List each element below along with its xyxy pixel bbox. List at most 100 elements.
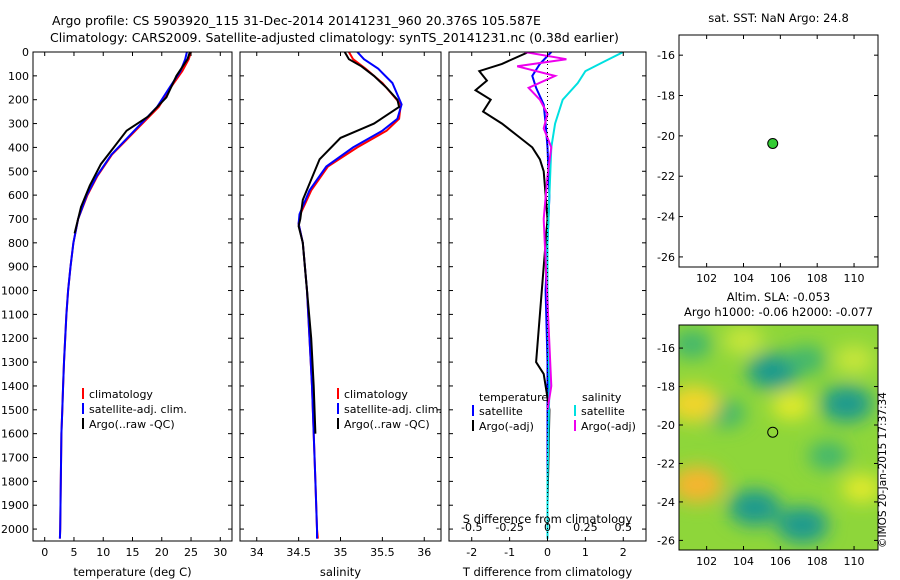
x-tick-label: 2 <box>620 546 627 559</box>
series-line-climatology <box>58 52 192 539</box>
sla-anomaly-blob <box>820 385 873 423</box>
x-tick-label-salinity: 0.25 <box>573 521 598 534</box>
y-tick-label: 400 <box>8 141 29 154</box>
panel-temperature-profile: 0 5 10 15 20 25 300100200300400500600700800900… <box>1 46 233 579</box>
x-tick-label: 106 <box>770 272 791 285</box>
map-title: Altim. SLA: -0.053 <box>727 290 831 304</box>
y-tick-label: 800 <box>8 237 29 250</box>
x-axis-label: T difference from climatology <box>462 565 633 579</box>
sla-anomaly-blob <box>808 441 849 470</box>
panel-difference-from-climatology: -2 -1 0 1 2 T difference from climatology -0.5… <box>448 51 647 579</box>
y-tick-label: 1000 <box>1 285 29 298</box>
x-tick-label-salinity: 0 <box>544 521 551 534</box>
x-tick-label: 15 <box>126 546 140 559</box>
y-tick-label: 2000 <box>1 523 29 536</box>
x-tick-label: 34 <box>250 546 264 559</box>
y-tick-label: 1900 <box>1 499 29 512</box>
panel-salinity-profile: 34 34.5 35 35.5 36 salinity climatology satelli… <box>239 51 442 579</box>
y-tick-label: -26 <box>657 251 675 264</box>
y-tick-label: -16 <box>657 342 675 355</box>
y-tick-label: 600 <box>8 189 29 202</box>
y-tick-label: 1100 <box>1 308 29 321</box>
x-tick-label: 5 <box>70 546 77 559</box>
argo-position-marker <box>767 137 779 149</box>
x-tick-label: 108 <box>807 555 828 568</box>
y-tick-label: 300 <box>8 118 29 131</box>
legend-header-salinity: salinity <box>582 391 622 404</box>
x-tick-label: 0 <box>41 546 48 559</box>
map-frame <box>678 324 879 551</box>
x-tick-label: 35.5 <box>370 546 395 559</box>
y-tick-label: -24 <box>657 211 675 224</box>
x-tick-label: 104 <box>733 555 754 568</box>
legend-label: satellite <box>479 405 523 418</box>
y-tick-label: 1600 <box>1 428 29 441</box>
map-title: sat. SST: NaN Argo: 24.8 <box>708 11 849 25</box>
x-axis-label-salinity: S difference from climatology <box>463 512 633 526</box>
series-line-satellite-adj-clim- <box>297 52 403 539</box>
legend-label: satellite-adj. clim. <box>344 403 442 416</box>
y-tick-label: -24 <box>657 496 675 509</box>
x-tick-label: 110 <box>844 272 865 285</box>
y-tick-label: 1400 <box>1 380 29 393</box>
figure-title-line1: Argo profile: CS 5903920_115 31-Dec-2014… <box>52 13 541 28</box>
series-line-argo-adj- <box>473 52 551 506</box>
x-tick-label-salinity: 0.5 <box>615 521 633 534</box>
y-tick-label: -20 <box>657 419 675 432</box>
y-tick-label: 700 <box>8 213 29 226</box>
sla-anomaly-blob <box>679 385 720 423</box>
series-line-satellite-adj-clim- <box>58 52 188 539</box>
y-tick-label: -22 <box>657 457 675 470</box>
legend-header-temperature: temperature <box>479 391 548 404</box>
series-line-argo-adj- <box>516 52 567 410</box>
y-tick-label: 900 <box>8 261 29 274</box>
x-tick-label: 35 <box>334 546 348 559</box>
sla-field <box>679 325 878 550</box>
sla-anomaly-blob <box>723 326 764 355</box>
sla-blobs <box>679 326 878 544</box>
x-tick-label: 34.5 <box>286 546 311 559</box>
axes-frame <box>239 51 442 542</box>
axes-frame <box>32 51 233 542</box>
legend-label: satellite-adj. clim. <box>89 403 187 416</box>
x-tick-label: 102 <box>696 555 717 568</box>
x-tick-label: 108 <box>807 272 828 285</box>
series-line-argo-raw-qc- <box>73 52 191 234</box>
x-axis-label: temperature (deg C) <box>73 565 191 579</box>
y-tick-label: 1800 <box>1 475 29 488</box>
x-tick-label: 25 <box>184 546 198 559</box>
panel-sst-map: sat. SST: NaN Argo: 24.8 102 104 106 108 110 -… <box>657 11 879 285</box>
y-tick-label: -18 <box>657 381 675 394</box>
imos-timestamp: ©IMOS 20-Jan-2015 17:37:34 <box>877 392 889 548</box>
y-tick-label: -16 <box>657 49 675 62</box>
x-tick-label: 110 <box>844 555 865 568</box>
x-tick-label: -2 <box>466 546 477 559</box>
y-tick-label: -26 <box>657 534 675 547</box>
y-tick-label: 0 <box>22 46 29 59</box>
figure-title-line2: Climatology: CARS2009. Satellite-adjuste… <box>50 30 619 45</box>
x-tick-label-salinity: -0.5 <box>461 521 482 534</box>
y-tick-label: 1300 <box>1 356 29 369</box>
sla-anomaly-blob <box>841 474 878 503</box>
x-tick-label: 1 <box>582 546 589 559</box>
map-subtitle: Argo h1000: -0.06 h2000: -0.077 <box>684 305 873 319</box>
x-tick-label: 10 <box>96 546 110 559</box>
sla-anomaly-blob <box>679 466 724 503</box>
sla-anomaly-blob <box>776 506 829 544</box>
x-axis-label: salinity <box>320 565 361 579</box>
x-tick-label: 106 <box>770 555 791 568</box>
legend-label: Argo(..raw -QC) <box>344 418 430 431</box>
y-tick-label: 1500 <box>1 404 29 417</box>
legend-label: Argo(-adj) <box>479 420 534 433</box>
y-tick-label: -20 <box>657 130 675 143</box>
legend-label: Argo(..raw -QC) <box>89 418 175 431</box>
y-tick-label: -22 <box>657 170 675 183</box>
legend-label: satellite <box>581 405 625 418</box>
sla-anomaly-blob <box>728 489 781 526</box>
legend-label: climatology <box>344 388 408 401</box>
sla-anomaly-blob <box>834 345 875 374</box>
argo-position-marker <box>767 426 779 438</box>
legend-label: climatology <box>89 388 153 401</box>
x-tick-label: -1 <box>504 546 515 559</box>
